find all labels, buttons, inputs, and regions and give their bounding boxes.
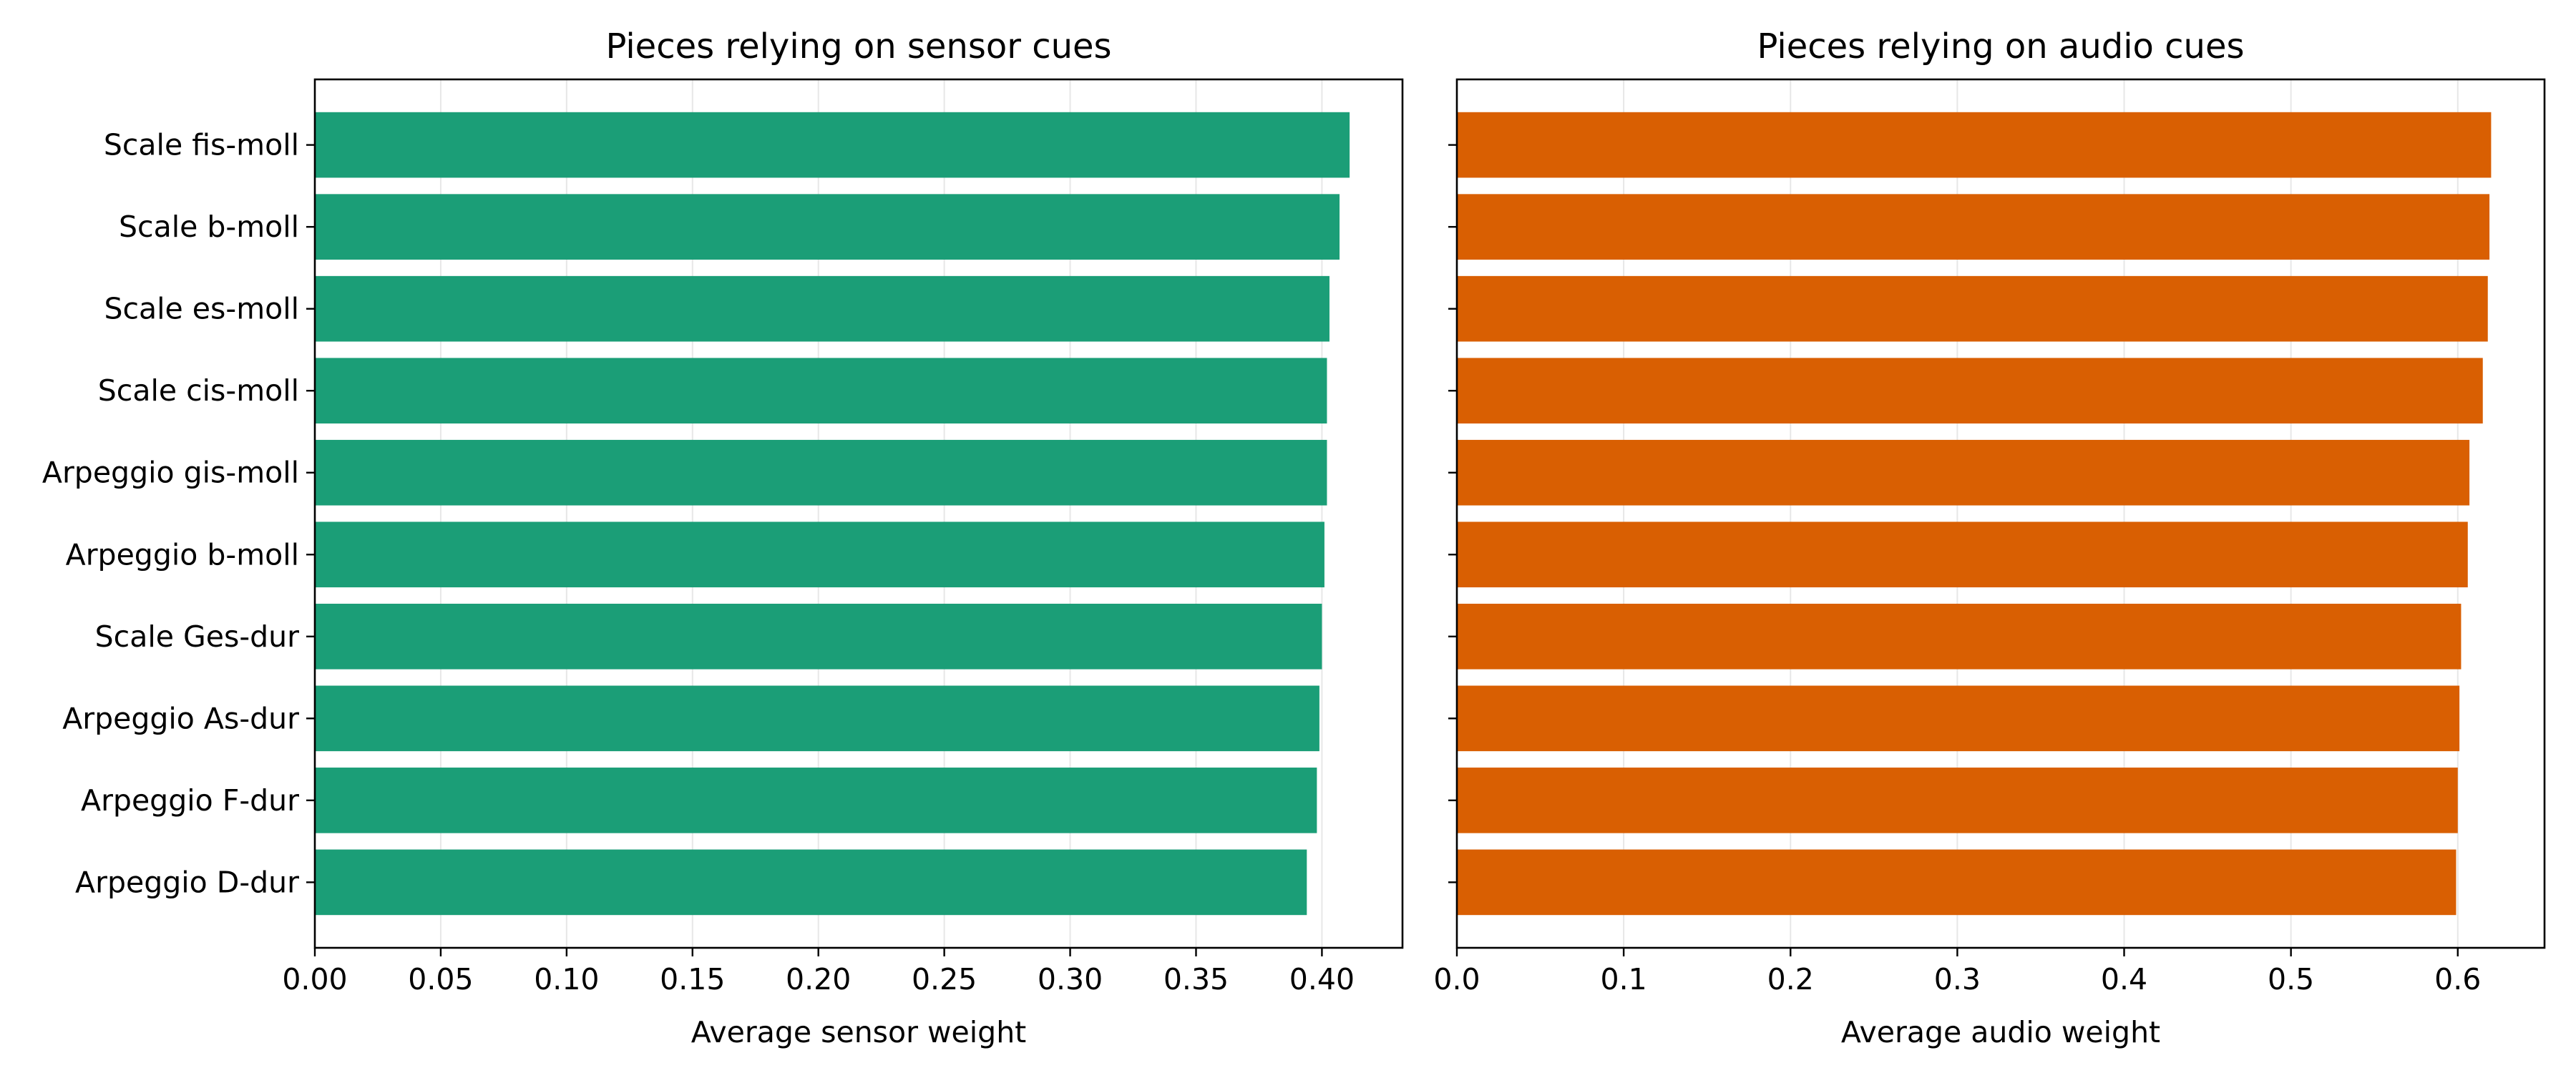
- sensor-x-tick-label: 0.05: [408, 962, 473, 996]
- audio-bar: [1457, 358, 2483, 424]
- audio-x-tick-label: 0.1: [1601, 962, 1647, 996]
- sensor-bar: [315, 521, 1324, 588]
- sensor-category-label: Arpeggio gis-moll: [42, 456, 299, 490]
- sensor-category-label: Arpeggio F-dur: [81, 783, 299, 818]
- audio-x-axis-label: Average audio weight: [1841, 1015, 2160, 1049]
- sensor-category-label: Scale b-moll: [119, 210, 299, 244]
- sensor-bar: [315, 358, 1327, 424]
- audio-x-tick-label: 0.3: [1934, 962, 1981, 996]
- sensor-plot-frame: [313, 78, 1404, 949]
- sensor-bar: [315, 685, 1319, 752]
- sensor-x-tick-label: 0.30: [1038, 962, 1103, 996]
- sensor-category-label: Scale fis-moll: [104, 128, 299, 162]
- sensor-x-tick-label: 0.20: [786, 962, 851, 996]
- audio-chart-title: Pieces relying on audio cues: [1757, 26, 2244, 67]
- sensor-bar: [315, 439, 1327, 506]
- sensor-bar: [315, 603, 1322, 670]
- sensor-category-label: Scale es-moll: [104, 292, 299, 326]
- audio-x-tick-label: 0.5: [2268, 962, 2314, 996]
- audio-bar: [1457, 194, 2490, 260]
- audio-plot-frame: [1455, 78, 2546, 949]
- audio-bar: [1457, 603, 2462, 670]
- sensor-weight-panel: Pieces relying on sensor cues Average se…: [42, 26, 1404, 1049]
- audio-bar: [1457, 439, 2470, 506]
- sensor-x-tick-label: 0.25: [912, 962, 977, 996]
- sensor-x-axis-label: Average sensor weight: [691, 1015, 1027, 1049]
- sensor-bar: [315, 194, 1340, 260]
- sensor-bar: [315, 112, 1350, 178]
- sensor-category-label: Scale cis-moll: [98, 373, 299, 408]
- audio-bar: [1457, 768, 2458, 833]
- audio-x-tick-label: 0.4: [2101, 962, 2147, 996]
- sensor-x-tick-label: 0.00: [282, 962, 347, 996]
- sensor-bar: [315, 768, 1317, 833]
- audio-x-tick-label: 0.2: [1767, 962, 1814, 996]
- sensor-chart-title: Pieces relying on sensor cues: [605, 26, 1111, 67]
- sensor-x-tick-label: 0.15: [660, 962, 725, 996]
- audio-x-tick-label: 0.6: [2434, 962, 2481, 996]
- sensor-category-label: Arpeggio b-moll: [66, 537, 299, 572]
- audio-weight-panel: Pieces relying on audio cues Average aud…: [1433, 26, 2546, 1049]
- audio-bar: [1457, 275, 2488, 342]
- audio-bar: [1457, 112, 2492, 178]
- sensor-bar: [315, 849, 1307, 916]
- audio-bar: [1457, 849, 2457, 916]
- sensor-x-tick-label: 0.35: [1163, 962, 1229, 996]
- audio-x-tick-label: 0.0: [1433, 962, 1480, 996]
- sensor-category-label: Arpeggio As-dur: [62, 701, 299, 735]
- sensor-bar: [315, 275, 1330, 342]
- sensor-x-tick-label: 0.40: [1289, 962, 1355, 996]
- audio-bar: [1457, 685, 2460, 752]
- sensor-category-label: Scale Ges-dur: [95, 619, 300, 654]
- audio-bar: [1457, 521, 2468, 588]
- sensor-category-label: Arpeggio D-dur: [75, 865, 299, 899]
- sensor-x-tick-label: 0.10: [534, 962, 599, 996]
